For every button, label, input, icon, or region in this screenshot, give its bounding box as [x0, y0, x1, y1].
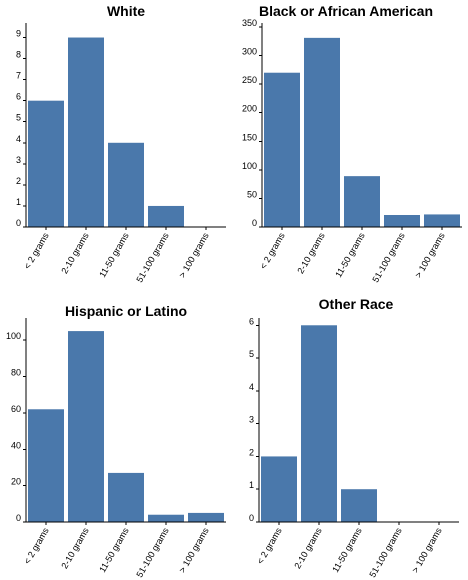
y-tick-label: 80 [11, 368, 21, 378]
chart-2: Hispanic or Latino 0 20 40 60 80 100 < 2 grams 2… [6, 303, 226, 579]
y-tick-label: 5 [16, 113, 21, 123]
bar [108, 472, 144, 522]
bar [28, 100, 64, 227]
x-tick-label: < 2 grams [258, 231, 287, 271]
y-tick-label: 8 [16, 50, 21, 60]
y-tick-label: 6 [249, 316, 254, 326]
y-tick-label: 50 [247, 189, 257, 199]
chart-title: White [107, 3, 145, 19]
bar [341, 489, 377, 522]
y-tick-label: 0 [16, 513, 21, 523]
y-tick-label: 350 [242, 18, 257, 28]
y-tick-label: 1 [249, 480, 254, 490]
y-tick-label: 200 [242, 104, 257, 114]
bar [344, 176, 380, 227]
y-tick-label: 4 [249, 382, 254, 392]
x-tick-label: < 2 grams [255, 526, 284, 566]
y-tick-label: 3 [249, 415, 254, 425]
y-tick-label: 0 [16, 218, 21, 228]
bar [148, 514, 184, 522]
y-tick-label: 2 [249, 447, 254, 457]
x-tick-label: 11-50 grams [330, 526, 364, 575]
x-tick-label: > 100 grams [177, 526, 211, 575]
x-tick-label: 11-50 grams [333, 231, 367, 280]
x-tick-label: 11-50 grams [97, 231, 131, 280]
y-tick-label: 250 [242, 75, 257, 85]
bar [68, 37, 104, 227]
y-tick-label: 4 [16, 134, 21, 144]
x-tick-label: 2-10 grams [295, 231, 327, 276]
y-tick-label: 60 [11, 404, 21, 414]
x-tick-label: 51-100 grams [134, 231, 171, 285]
y-tick-label: 150 [242, 132, 257, 142]
x-tick-label: 51-100 grams [134, 526, 171, 580]
y-tick-label: 6 [16, 92, 21, 102]
bar [188, 512, 224, 522]
x-tick-label: > 100 grams [177, 231, 211, 280]
chart-title: Other Race [319, 296, 394, 312]
y-tick-label: 3 [16, 155, 21, 165]
y-tick-label: 0 [252, 218, 257, 228]
x-tick-label: 2-10 grams [59, 231, 91, 276]
x-tick-label: 51-100 grams [370, 231, 407, 285]
y-tick-label: 100 [242, 161, 257, 171]
y-tick-label: 20 [11, 477, 21, 487]
y-tick-label: 40 [11, 440, 21, 450]
bar [28, 409, 64, 522]
x-tick-label: 2-10 grams [292, 526, 324, 571]
chart-0: White 0 1 2 3 4 5 6 7 8 9 < 2 grams 2-10 grams 11-50 … [16, 3, 226, 284]
x-tick-label: 2-10 grams [59, 526, 91, 571]
y-tick-label: 5 [249, 349, 254, 359]
chart-1: Black or African American 0 50 100 150 200 250… [242, 3, 462, 284]
bar [148, 205, 184, 227]
x-tick-label: < 2 grams [22, 526, 51, 566]
chart-title: Black or African American [259, 3, 433, 19]
bar [424, 214, 460, 227]
y-tick-label: 0 [249, 513, 254, 523]
bar [264, 72, 300, 227]
y-tick-label: 7 [16, 71, 21, 81]
y-tick-label: 300 [242, 47, 257, 57]
chart-title: Hispanic or Latino [65, 303, 187, 319]
y-tick-label: 2 [16, 176, 21, 186]
bar [304, 37, 340, 227]
bar [108, 142, 144, 227]
y-tick-label: 1 [16, 197, 21, 207]
bar [261, 456, 297, 522]
chart-3: Other Race 0 1 2 3 4 5 6 < 2 grams 2-10 grams 11-5… [249, 296, 459, 579]
bar [301, 325, 337, 522]
x-tick-label: 51-100 grams [367, 526, 404, 580]
y-tick-label: 100 [6, 331, 21, 341]
x-tick-label: 11-50 grams [97, 526, 131, 575]
y-tick-label: 9 [16, 29, 21, 39]
x-tick-label: > 100 grams [410, 526, 444, 575]
bar [68, 331, 104, 522]
x-tick-label: > 100 grams [413, 231, 447, 280]
x-tick-label: < 2 grams [22, 231, 51, 271]
bar [384, 215, 420, 227]
